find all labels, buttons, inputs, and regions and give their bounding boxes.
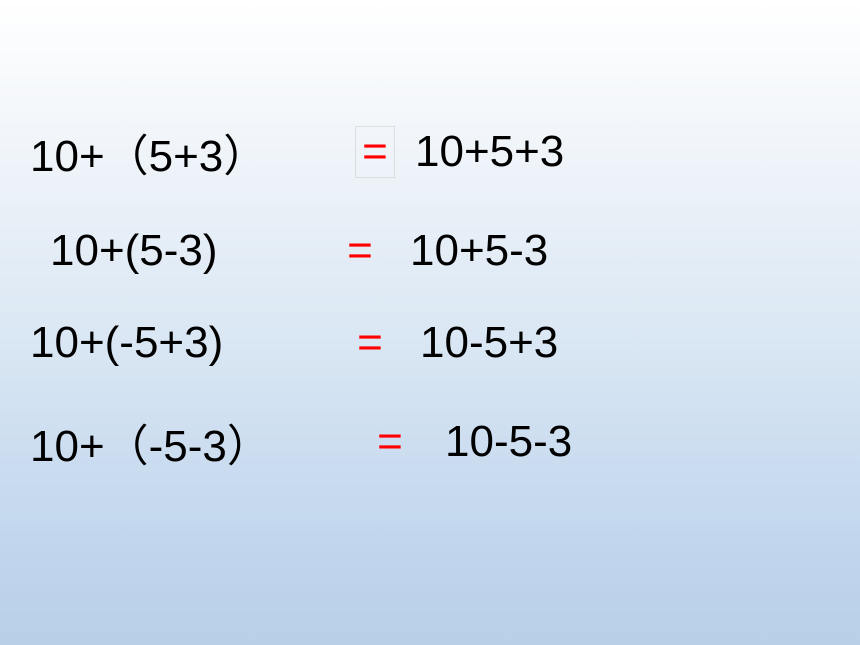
equation-container: 10+（5+3） = 10+5+3 10+(5-3) = 10+5-3 10+(… — [30, 120, 830, 516]
equation-row-1: 10+（5+3） = 10+5+3 — [30, 120, 830, 184]
equation-equals-3: = — [340, 318, 400, 368]
equation-equals-2: = — [330, 226, 390, 276]
equation-rhs-2: 10+5-3 — [390, 226, 548, 276]
equation-row-3: 10+(-5+3) = 10-5+3 — [30, 318, 830, 368]
equation-row-4: 10+（-5-3） = 10-5-3 — [30, 410, 830, 474]
equation-lhs-1: 10+（5+3） — [30, 120, 350, 184]
equation-lhs-2: 10+(5-3) — [30, 226, 330, 276]
equation-rhs-3: 10-5+3 — [400, 318, 558, 368]
equals-box: = — [355, 126, 395, 178]
equation-equals-1: = — [350, 126, 400, 178]
equation-lhs-4: 10+（-5-3） — [30, 410, 360, 474]
equation-rhs-4: 10-5-3 — [420, 417, 572, 467]
equation-row-2: 10+(5-3) = 10+5-3 — [30, 226, 830, 276]
equation-equals-4: = — [360, 417, 420, 467]
equation-rhs-1: 10+5+3 — [400, 127, 564, 177]
equation-lhs-3: 10+(-5+3) — [30, 318, 340, 368]
